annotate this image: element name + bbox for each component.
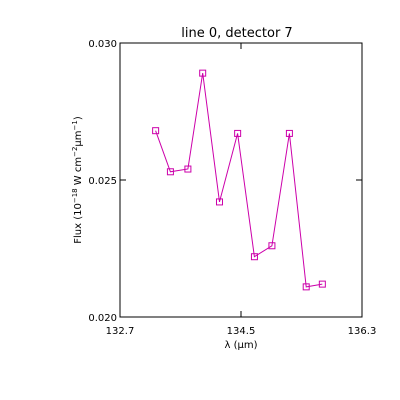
y-tick-label: 0.020 <box>88 313 117 324</box>
x-tick-label: 132.7 <box>106 326 135 337</box>
y-tick-label: 0.025 <box>88 176 117 187</box>
data-point-marker <box>215 198 223 206</box>
chart-title: line 0, detector 7 <box>181 26 292 41</box>
x-axis-title: λ (μm) <box>224 340 257 351</box>
y-tick-label: 0.030 <box>88 39 117 50</box>
y-axis-title-exponent-3: −1 <box>71 120 79 130</box>
plot-frame <box>119 42 363 318</box>
data-point-marker <box>234 129 242 137</box>
data-point-marker <box>268 242 276 250</box>
data-point-marker <box>285 129 293 137</box>
data-point-marker <box>152 127 160 135</box>
series-line <box>155 73 323 288</box>
y-axis-title: Flux (10−18 W cm−2μm−1) <box>71 116 84 244</box>
data-point-marker <box>318 280 326 288</box>
y-axis-title-prefix: Flux (10 <box>73 203 84 244</box>
y-axis-title-exponent-1: −18 <box>71 188 79 203</box>
data-point-marker <box>302 283 310 291</box>
series-layer <box>152 69 326 291</box>
axis-ticks <box>119 42 363 318</box>
x-tick-label: 136.3 <box>348 326 377 337</box>
data-point-marker <box>166 168 174 176</box>
axis-tick-labels: 132.7 134.5 136.3 0.020 0.025 0.030 <box>88 39 376 337</box>
y-axis-title-micron: μm <box>73 130 84 146</box>
y-axis-title-suffix: ) <box>73 116 84 120</box>
data-point-marker <box>184 165 192 173</box>
data-point-marker <box>199 69 207 77</box>
x-tick-label: 134.5 <box>227 326 256 337</box>
y-axis-title-units: W cm <box>73 157 84 188</box>
data-point-marker <box>250 253 258 261</box>
y-axis-title-exponent-2: −2 <box>71 147 79 157</box>
